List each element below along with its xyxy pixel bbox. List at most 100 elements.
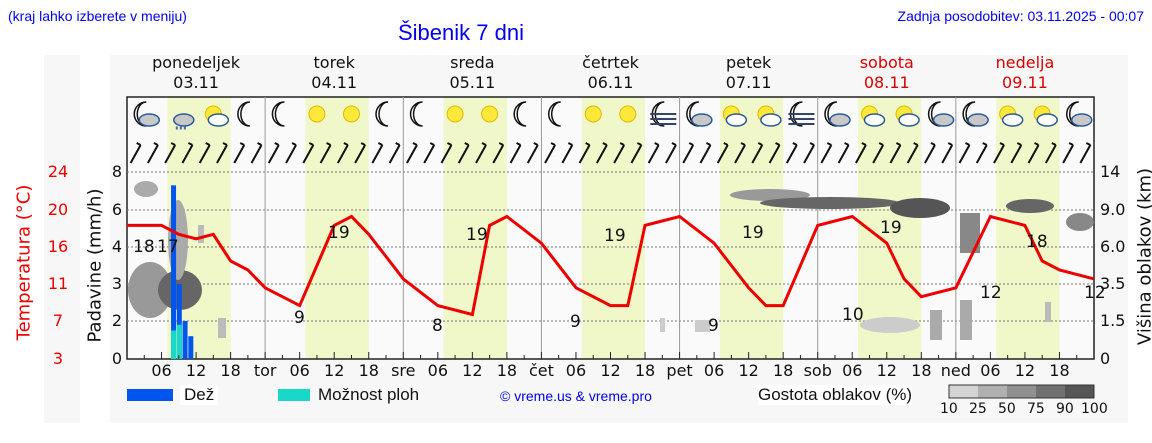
svg-text:12: 12 (1084, 283, 1106, 303)
density-tick: 25 (969, 401, 987, 417)
svg-text:18: 18 (1026, 232, 1048, 252)
moon-cloud-icon (962, 101, 989, 127)
temperature-line (127, 214, 1095, 317)
tick: 3.5 (1100, 274, 1126, 293)
svg-text:18: 18 (911, 361, 931, 380)
svg-text:18: 18 (1049, 361, 1069, 380)
tick: 16 (47, 237, 69, 256)
svg-text:12: 12 (738, 361, 758, 380)
temp-axis-panel (44, 55, 80, 423)
tick: 20 (47, 200, 69, 219)
copyright-link[interactable]: © vreme.us & vreme.pro (500, 388, 652, 404)
sun-cloud-icon (861, 105, 886, 127)
sun-icon (342, 105, 360, 123)
svg-text:8: 8 (432, 316, 443, 336)
svg-text:12: 12 (324, 361, 344, 380)
svg-text:pet: pet (666, 361, 692, 380)
svg-text:9: 9 (294, 308, 305, 328)
wind-barbs (129, 142, 1092, 164)
sun-cloud-icon (204, 105, 230, 127)
last-update: Zadnja posodobitev: 03.11.2025 - 00:07 (897, 8, 1144, 24)
density-tick: 90 (1056, 401, 1074, 417)
showers-legend-swatch (278, 389, 310, 401)
svg-text:19: 19 (328, 223, 350, 243)
moon-cloud-icon (927, 101, 955, 127)
svg-text:18: 18 (635, 361, 655, 380)
fog-moon-icon (788, 101, 815, 127)
day-label-0: ponedeljek 03.11 (152, 53, 241, 92)
tick: 0 (1100, 349, 1111, 368)
svg-text:12: 12 (600, 361, 620, 380)
tick: 14 (1100, 162, 1121, 181)
svg-text:9: 9 (570, 312, 581, 332)
sun-icon (619, 105, 637, 123)
rain-cloud-icon (173, 113, 195, 130)
svg-text:10: 10 (842, 305, 864, 325)
day-label-3: četrtek 06.11 (582, 53, 639, 92)
svg-text:06: 06 (704, 361, 724, 380)
svg-text:12: 12 (186, 361, 206, 380)
moon-cloud-icon (824, 101, 851, 127)
svg-text:17: 17 (157, 237, 179, 257)
svg-text:12: 12 (462, 361, 482, 380)
svg-text:12: 12 (980, 283, 1002, 303)
svg-text:18: 18 (497, 361, 517, 380)
day-label-6: nedelja 09.11 (995, 53, 1055, 92)
location-hint: (kraj lahko izberete v meniju) (8, 8, 187, 24)
day-label-2: sreda 05.11 (449, 53, 496, 92)
tick: 9.0 (1100, 200, 1126, 219)
sun-icon (308, 105, 326, 123)
tick: 0 (111, 349, 122, 368)
svg-text:19: 19 (742, 223, 764, 243)
tick: 11 (47, 274, 69, 293)
svg-text:06: 06 (842, 361, 862, 380)
moon-cloud-icon (133, 101, 161, 127)
svg-text:06: 06 (428, 361, 448, 380)
tick: 7 (52, 311, 64, 330)
svg-text:18: 18 (220, 361, 240, 380)
density-tick: 75 (1027, 401, 1045, 417)
svg-text:06: 06 (566, 361, 586, 380)
sun-cloud-icon (999, 105, 1024, 127)
day-label-4: petek 07.11 (725, 53, 772, 92)
svg-text:19: 19 (880, 218, 902, 238)
sun-icon (446, 105, 464, 123)
svg-text:18: 18 (133, 237, 155, 257)
svg-text:sob: sob (804, 361, 832, 380)
svg-text:06: 06 (289, 361, 309, 380)
cloud-density-label: Gostota oblakov (%) (758, 385, 913, 405)
svg-text:9: 9 (708, 316, 719, 336)
tick: 3 (52, 349, 64, 368)
svg-text:19: 19 (604, 226, 626, 246)
svg-text:18: 18 (359, 361, 379, 380)
tick: 8 (111, 162, 122, 181)
svg-text:19: 19 (466, 225, 488, 245)
rain-legend-swatch (127, 389, 173, 401)
svg-text:tor: tor (254, 361, 277, 380)
density-tick: 50 (998, 401, 1016, 417)
tick: 6.0 (1100, 237, 1126, 256)
day-label-5: sobota 08.11 (859, 53, 914, 92)
density-tick: 100 (1081, 401, 1108, 417)
tick: 4 (111, 237, 122, 256)
tick: 1.5 (1100, 311, 1126, 330)
tick: 2 (111, 311, 122, 330)
density-tick: 10 (940, 401, 958, 417)
sun-icon (481, 105, 499, 123)
moon-cloud-icon (686, 101, 713, 127)
svg-text:čet: čet (529, 361, 554, 380)
moon-icon (547, 101, 561, 127)
tick: 24 (47, 162, 69, 181)
tick: 6 (111, 200, 122, 219)
svg-text:06: 06 (151, 361, 171, 380)
moon-cloud-icon (1065, 101, 1093, 127)
svg-text:ned: ned (941, 361, 971, 380)
sun-cloud-icon (1033, 105, 1058, 127)
sun-cloud-icon (722, 105, 748, 127)
svg-text:sre: sre (391, 361, 415, 380)
day-label-1: torek 04.11 (311, 53, 358, 92)
sun-cloud-icon (757, 105, 782, 127)
tick: 3 (111, 274, 122, 293)
page-title: Šibenik 7 dni (398, 20, 524, 45)
